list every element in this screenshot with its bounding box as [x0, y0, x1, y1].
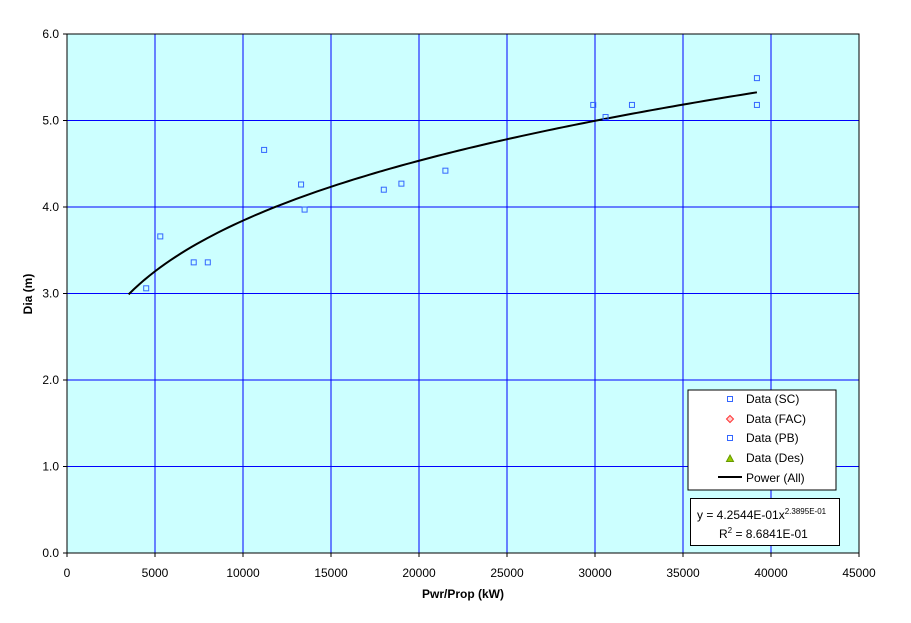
x-tick-label: 25000 [490, 566, 524, 580]
legend-marker-des [725, 453, 735, 462]
data-point [380, 186, 387, 193]
power-fit-line [127, 91, 758, 296]
y-tick-label: 0.0 [42, 546, 59, 560]
x-axis-title: Pwr/Prop (kW) [422, 587, 504, 601]
data-point [628, 101, 635, 108]
x-axis-ticks: 0 5000 10000 15000 20000 25000 30000 35000 40000… [64, 553, 876, 580]
legend-label-des: Data (Des) [746, 451, 804, 465]
x-tick-label: 30000 [578, 566, 612, 580]
y-axis-ticks: 0.0 1.0 2.0 3.0 4.0 5.0 6.0 [42, 27, 67, 560]
x-tick-label: 0 [64, 566, 71, 580]
grid-lines [67, 34, 859, 553]
data-points [143, 75, 760, 292]
x-tick-label: 20000 [402, 566, 436, 580]
legend-marker-pb [727, 435, 733, 441]
data-point [753, 101, 760, 108]
data-point [157, 233, 164, 240]
plot-frame [66, 33, 860, 554]
trendline-r-squared: R2 = 8.6841E-01 [719, 526, 808, 541]
data-point [261, 146, 268, 153]
x-tick-label: 35000 [666, 566, 700, 580]
y-tick-label: 5.0 [42, 114, 59, 128]
legend-label-pb: Data (PB) [746, 431, 799, 445]
data-point [298, 181, 305, 188]
data-point [190, 259, 197, 266]
data-point [204, 259, 211, 266]
y-tick-label: 2.0 [42, 373, 59, 387]
y-tick-label: 4.0 [42, 200, 59, 214]
data-point [143, 285, 150, 292]
legend-label-power: Power (All) [746, 471, 805, 485]
trendline-equation: y = 4.2544E-01x2.3895E-01 [697, 507, 827, 522]
legend-label-fac: Data (FAC) [746, 412, 806, 426]
legend: Data (SC) Data (FAC) Data (PB) Data (Des… [687, 389, 837, 491]
y-axis-title: Dia (m) [21, 274, 35, 315]
y-tick-label: 1.0 [42, 460, 59, 474]
trendline-equation-box: y = 4.2544E-01x2.3895E-01 R2 = 8.6841E-0… [690, 498, 840, 546]
legend-marker-sc [727, 396, 733, 402]
data-point [301, 206, 308, 213]
y-tick-label: 6.0 [42, 27, 59, 41]
x-tick-label: 15000 [314, 566, 348, 580]
legend-marker-fac [725, 414, 735, 424]
x-tick-label: 45000 [842, 566, 876, 580]
data-point [398, 180, 405, 187]
data-point [442, 167, 449, 174]
x-tick-label: 10000 [226, 566, 260, 580]
x-tick-label: 5000 [142, 566, 169, 580]
data-point [753, 75, 760, 82]
x-tick-label: 40000 [754, 566, 788, 580]
legend-label-sc: Data (SC) [746, 392, 799, 406]
legend-box [687, 389, 837, 491]
data-point [602, 114, 609, 121]
y-tick-label: 3.0 [42, 287, 59, 301]
data-point [590, 101, 597, 108]
